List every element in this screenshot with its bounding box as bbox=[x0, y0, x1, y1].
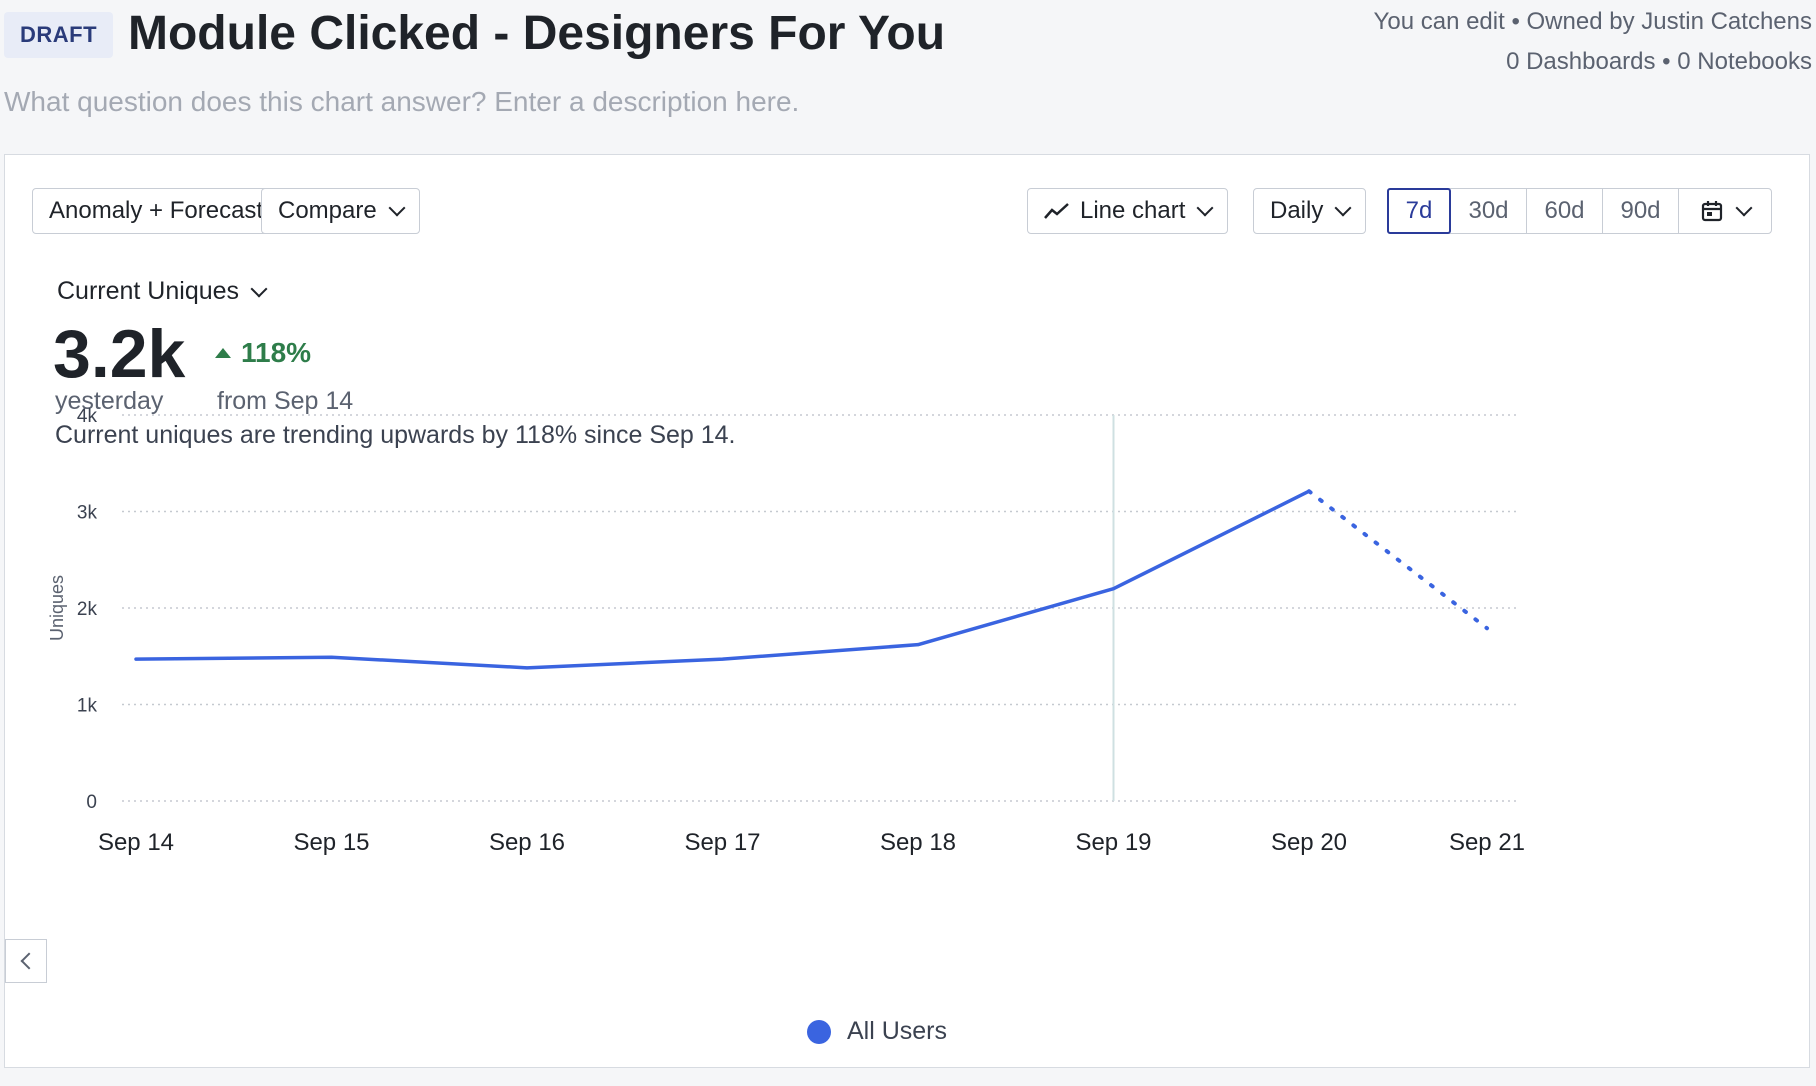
metric-insight: Current uniques are trending upwards by … bbox=[55, 421, 736, 449]
legend-label: All Users bbox=[847, 1017, 948, 1045]
x-tick-label: Sep 21 bbox=[1449, 829, 1525, 856]
compare-dropdown[interactable]: Compare bbox=[261, 188, 420, 234]
data-point bbox=[1307, 489, 1311, 493]
data-point bbox=[525, 666, 529, 670]
chart-type-dropdown[interactable]: Line chart bbox=[1027, 188, 1229, 234]
range-30d[interactable]: 30d bbox=[1451, 189, 1527, 233]
chart-type-label: Line chart bbox=[1080, 197, 1186, 224]
y-tick-label: 1k bbox=[77, 696, 98, 717]
data-point bbox=[134, 657, 138, 661]
metric-value-caption: yesterday bbox=[55, 387, 164, 415]
series-line bbox=[134, 489, 1311, 670]
compare-label: Compare bbox=[278, 197, 377, 224]
custom-range-button[interactable] bbox=[1679, 189, 1771, 233]
date-range-selector: 7d 30d 60d 90d bbox=[1387, 188, 1772, 234]
data-point bbox=[721, 657, 724, 661]
x-tick-label: Sep 14 bbox=[98, 829, 174, 856]
data-point bbox=[330, 655, 333, 659]
chevron-left-icon bbox=[20, 952, 38, 970]
chart-header: DRAFT Module Clicked - Designers For You… bbox=[0, 0, 1816, 150]
y-axis-label: Uniques bbox=[47, 575, 67, 641]
y-tick-label: 3k bbox=[77, 503, 98, 524]
metric-change: 118% bbox=[215, 337, 311, 369]
description-input[interactable]: What question does this chart answer? En… bbox=[4, 86, 800, 117]
data-point bbox=[1485, 626, 1489, 630]
metric-value: 3.2k bbox=[53, 316, 186, 392]
x-tick-label: Sep 15 bbox=[293, 829, 369, 856]
owner-info[interactable]: You can edit • Owned by Justin Catchens bbox=[1373, 8, 1812, 35]
page-title[interactable]: Module Clicked - Designers For You bbox=[128, 7, 946, 60]
metric-change-value: 118% bbox=[241, 337, 312, 368]
metric-selector-label: Current Uniques bbox=[57, 277, 240, 305]
chart-legend[interactable]: All Users bbox=[807, 1017, 947, 1046]
range-60d[interactable]: 60d bbox=[1527, 189, 1603, 233]
y-tick-label: 0 bbox=[86, 792, 97, 813]
x-tick-label: Sep 20 bbox=[1271, 829, 1347, 856]
metric-selector[interactable]: Current Uniques bbox=[57, 277, 268, 306]
data-point bbox=[1112, 587, 1115, 591]
metric-change-caption: from Sep 14 bbox=[217, 387, 354, 415]
x-tick-label: Sep 16 bbox=[489, 829, 565, 856]
range-90d[interactable]: 90d bbox=[1603, 189, 1679, 233]
interval-label: Daily bbox=[1270, 197, 1324, 224]
data-point bbox=[916, 643, 920, 647]
series-line-incomplete bbox=[1307, 489, 1489, 631]
chart-card: Anomaly + Forecast Compare Line chart Da… bbox=[4, 154, 1810, 1068]
line-chart-icon bbox=[1044, 203, 1069, 219]
range-7d[interactable]: 7d bbox=[1387, 188, 1451, 234]
calendar-icon bbox=[1701, 201, 1723, 222]
interval-dropdown[interactable]: Daily bbox=[1253, 188, 1367, 234]
y-tick-label: 4k bbox=[77, 406, 98, 427]
y-tick-label: 2k bbox=[77, 599, 98, 620]
arrow-up-icon bbox=[215, 348, 231, 358]
anomaly-forecast-label: Anomaly + Forecast bbox=[49, 197, 264, 224]
line-chart[interactable]: 0 1k 2k 3k 4k Uniques Sep 14 Sep 15 Sep 16 Sep 17… bbox=[5, 155, 1809, 1067]
legend-swatch bbox=[807, 1019, 831, 1044]
anomaly-forecast-button[interactable]: Anomaly + Forecast bbox=[32, 188, 281, 234]
draft-badge: DRAFT bbox=[4, 12, 114, 58]
x-tick-label: Sep 19 bbox=[1075, 829, 1151, 856]
x-tick-label: Sep 18 bbox=[880, 829, 956, 856]
scroll-left-button[interactable] bbox=[5, 939, 47, 983]
x-tick-label: Sep 17 bbox=[684, 829, 760, 856]
usage-counts[interactable]: 0 Dashboards • 0 Notebooks bbox=[1506, 48, 1812, 75]
